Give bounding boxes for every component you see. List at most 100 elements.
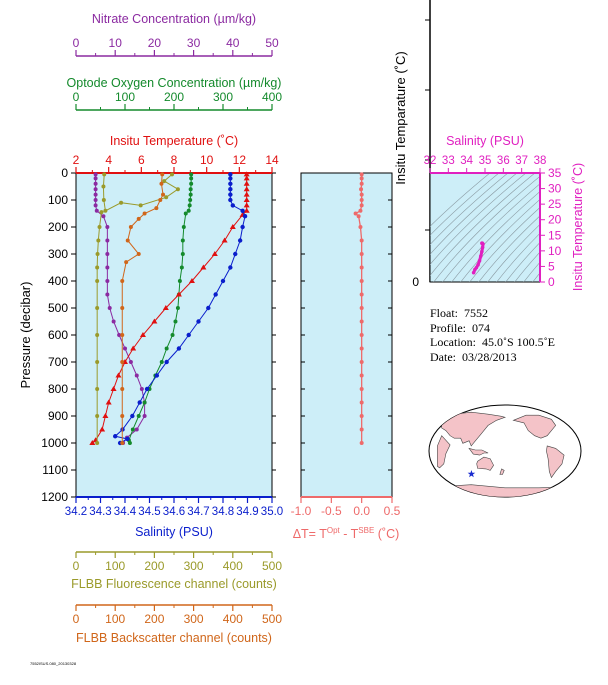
temperature-point — [99, 426, 106, 432]
delta-t-point — [359, 187, 364, 192]
ts-density-contour — [514, 251, 540, 282]
backscatter-point — [154, 206, 159, 211]
salinity-point — [206, 305, 211, 311]
delta-t-tick-label: -0.5 — [321, 504, 342, 518]
backscatter-point — [136, 216, 141, 221]
oxygen-point — [181, 225, 186, 229]
ts-point — [474, 265, 479, 270]
delta-t-point — [359, 333, 364, 337]
fluorescence-tick-label: 400 — [223, 559, 243, 573]
nitrate-point — [105, 279, 110, 283]
delta-t-point — [359, 441, 364, 445]
backscatter-point — [136, 252, 141, 256]
salinity-point — [113, 434, 118, 439]
oxygen-axis-title: Optode Oxygen Concentration (µm/kg) — [67, 76, 282, 90]
temperature-tick-label: 12 — [233, 153, 247, 167]
backscatter-tick-label: 0 — [73, 612, 80, 626]
salinity-point — [240, 224, 245, 230]
delta-t-title-part: (˚C) — [374, 527, 399, 541]
temperature-tick-label: 8 — [171, 153, 178, 167]
pressure-tick-label: 0 — [61, 166, 68, 180]
fluorescence-series-line — [102, 173, 179, 212]
temperature-point — [89, 440, 96, 445]
oxygen-point — [164, 346, 169, 351]
delta-t-title-part: Opt — [327, 526, 341, 535]
nitrate-point — [105, 225, 110, 229]
salinity-point — [154, 373, 160, 378]
map-landmass — [546, 445, 565, 479]
location-info-row: Location: 45.0˚S 100.5˚E — [430, 335, 555, 350]
delta-t-point — [359, 172, 364, 177]
ts-temperature-tick-label: 30 — [548, 182, 562, 196]
temperature-point — [130, 345, 137, 351]
ts-density-contour — [496, 232, 540, 282]
salinity-tick-label: 34.4 — [114, 506, 137, 518]
delta-t-point — [359, 360, 364, 364]
pressure-tick-label: 600 — [48, 328, 68, 342]
ts-point — [478, 254, 483, 258]
nitrate-point — [93, 192, 98, 197]
profile-label: Profile: — [430, 320, 466, 335]
salinity-point — [196, 319, 201, 324]
pressure-tick-label: 700 — [48, 355, 68, 369]
salinity-point — [242, 214, 248, 219]
temperature-point — [151, 318, 158, 324]
footer-text: 7552ISUS.080_20130328 — [30, 661, 77, 666]
date-label: Date: — [430, 349, 456, 364]
salinity-point — [176, 346, 182, 351]
nitrate-point — [94, 208, 99, 213]
oxygen-point — [127, 441, 132, 445]
salinity-point — [125, 436, 130, 442]
backscatter-point — [160, 172, 165, 177]
oxygen-point — [177, 279, 182, 283]
delta-t-tick-label: -1.0 — [291, 504, 312, 518]
nitrate-tick-label: 10 — [109, 36, 123, 50]
fluorescence-tick-label: 300 — [184, 559, 204, 573]
salinity-point — [228, 192, 233, 197]
ts-salinity-tick-label: 36 — [497, 155, 510, 167]
oxygen-point — [170, 333, 175, 337]
nitrate-point — [105, 238, 110, 243]
nitrate-point — [128, 360, 133, 364]
delta-t-point — [359, 279, 364, 283]
nitrate-point — [93, 172, 98, 177]
temperature-axis-title: Insitu Temperature (˚C) — [110, 134, 238, 148]
nitrate-point — [123, 346, 127, 351]
oxygen-point — [189, 181, 194, 186]
ts-density-contour — [430, 173, 509, 246]
oxygen-point — [189, 172, 194, 177]
nitrate-tick-label: 30 — [187, 36, 201, 50]
nitrate-tick-label: 40 — [226, 36, 240, 50]
nitrate-point — [93, 198, 98, 202]
salinity-tick-label: 34.7 — [187, 506, 209, 518]
fluorescence-point — [101, 198, 106, 202]
fluorescence_deep-point — [95, 441, 100, 445]
ts-point — [476, 263, 480, 267]
backscatter-point — [120, 414, 125, 418]
salinity-point — [230, 203, 235, 208]
ts-point — [471, 270, 476, 275]
temperature-tick-label: 6 — [138, 153, 145, 167]
ts-density-contour — [451, 191, 540, 282]
delta-t-point — [359, 400, 364, 405]
nitrate-tick-label: 20 — [148, 36, 162, 50]
nitrate-point — [134, 373, 139, 378]
fluorescence_deep-series-line — [96, 212, 102, 443]
temperature-point — [243, 202, 250, 208]
ts-point — [480, 245, 485, 250]
float-location-marker — [467, 470, 476, 478]
backscatter-point — [120, 306, 125, 310]
backscatter-point — [120, 360, 125, 364]
salinity-point — [228, 176, 233, 181]
nitrate-point — [107, 306, 112, 310]
delta-t-plot-area — [300, 172, 393, 498]
ts-temperature-tick-label: 35 — [548, 166, 562, 180]
fluorescence-point — [102, 172, 107, 177]
ts-density-contour — [487, 223, 540, 282]
nitrate-point — [117, 333, 122, 337]
delta-t-point — [359, 252, 364, 256]
fluorescence-tick-label: 200 — [144, 559, 164, 573]
ts-salinity-tick-label: 32 — [424, 155, 437, 167]
backscatter-point — [120, 279, 125, 283]
ts-density-contour — [430, 173, 518, 255]
